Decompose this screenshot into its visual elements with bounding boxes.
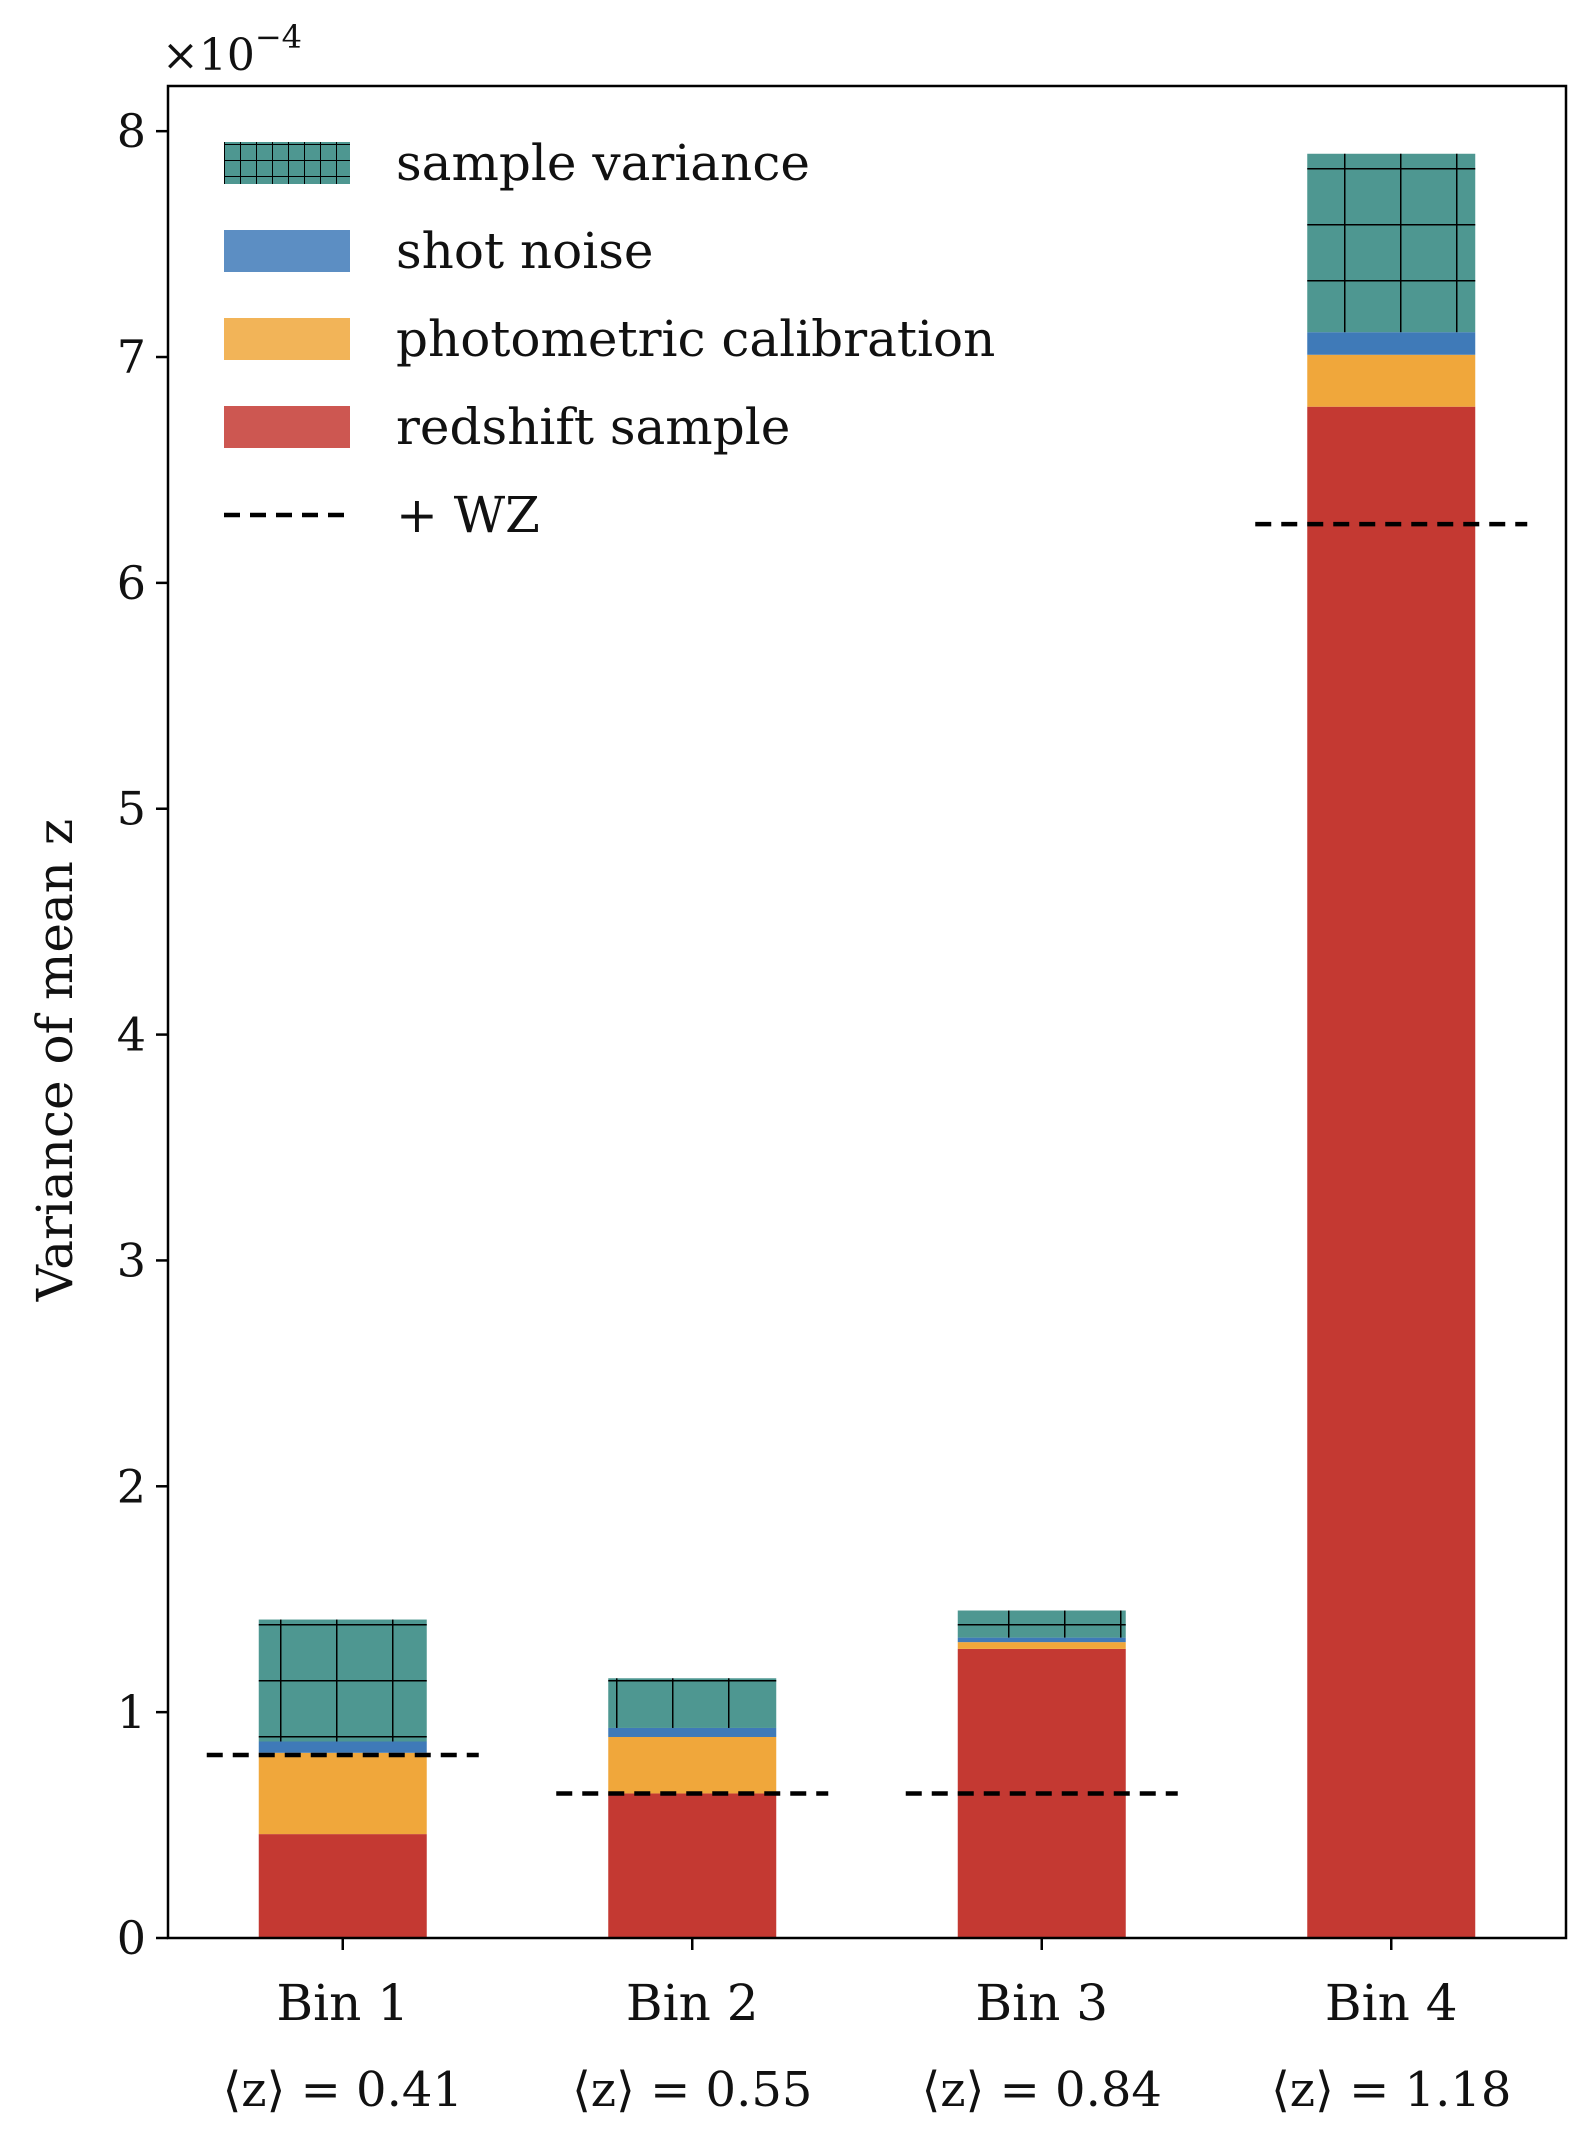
y-tick-label: 4 <box>117 1008 146 1062</box>
x-tick-label: Bin 1 <box>276 1974 409 2032</box>
y-offset-exponent: −4 <box>255 18 302 56</box>
x-tick-label: Bin 2 <box>626 1974 759 2032</box>
y-tick-label: 1 <box>117 1685 146 1739</box>
bar-shot-noise-bin-4 <box>1307 332 1476 355</box>
legend-swatch-hatch <box>224 142 350 184</box>
y-offset-base: ×10 <box>162 30 255 81</box>
x-tick-mean-label: ⟨z⟩ = 0.84 <box>922 2062 1162 2118</box>
legend-label-redshift-sample: redshift sample <box>396 398 790 456</box>
y-tick-label: 8 <box>117 104 146 158</box>
bar-redshift-sample-bin-2 <box>608 1793 777 1938</box>
bar-shot-noise-bin-2 <box>608 1727 777 1737</box>
bar-redshift-sample-bin-4 <box>1307 406 1476 1939</box>
bar-stacks <box>258 153 1476 1939</box>
bar-photometric-calibration-bin-2 <box>608 1736 777 1794</box>
bar-hatch-bin-3 <box>957 1610 1126 1638</box>
y-tick-label: 6 <box>117 556 146 610</box>
bar-shot-noise-bin-3 <box>957 1637 1126 1643</box>
legend-label-shot-noise: shot noise <box>396 222 654 280</box>
legend-label-photometric-calibration: photometric calibration <box>396 310 995 368</box>
bar-photometric-calibration-bin-1 <box>258 1752 427 1835</box>
x-tick-label: Bin 4 <box>1325 1974 1458 2032</box>
y-tick-label: 2 <box>117 1459 146 1513</box>
bar-hatch-bin-4 <box>1307 153 1476 333</box>
legend-label-sample-variance: sample variance <box>396 134 810 192</box>
bar-photometric-calibration-bin-4 <box>1307 354 1476 407</box>
x-tick-mean-label: ⟨z⟩ = 1.18 <box>1271 2062 1511 2118</box>
y-tick-label: 0 <box>117 1911 146 1965</box>
bar-shot-noise-bin-1 <box>258 1741 427 1753</box>
y-tick-label: 7 <box>117 330 146 384</box>
wz-reference-lines <box>206 521 1528 1796</box>
bar-redshift-sample-bin-1 <box>258 1834 427 1938</box>
plot-frame <box>166 84 1568 1940</box>
y-axis-label: Variance of mean z <box>26 819 84 1302</box>
y-offset-label: ×10−4 <box>162 18 302 81</box>
legend: sample variance shot noise photometric cal… <box>224 134 995 544</box>
x-tick-mean-label: ⟨z⟩ = 0.55 <box>572 2062 812 2118</box>
x-tick-mean-label: ⟨z⟩ = 0.41 <box>223 2062 463 2118</box>
bar-photometric-calibration-bin-3 <box>957 1642 1126 1649</box>
y-tick-label: 5 <box>117 782 146 836</box>
legend-swatch-redshift-sample <box>224 406 350 448</box>
y-tick-label: 3 <box>117 1233 146 1287</box>
x-tick-label: Bin 3 <box>975 1974 1108 2032</box>
legend-label-wz: + WZ <box>396 486 540 544</box>
legend-swatch-photometric-calibration <box>224 318 350 360</box>
bar-hatch-bin-1 <box>258 1619 427 1742</box>
legend-swatch-shot-noise <box>224 230 350 272</box>
x-axis-ticks: Bin 1 ⟨z⟩ = 0.41 Bin 2 ⟨z⟩ = 0.55 Bin 3 ⟨z⟩ =… <box>223 1938 1511 2118</box>
bar-hatch-bin-2 <box>608 1678 777 1728</box>
y-axis-ticks: 0 1 2 3 4 5 6 7 8 <box>117 104 168 1965</box>
